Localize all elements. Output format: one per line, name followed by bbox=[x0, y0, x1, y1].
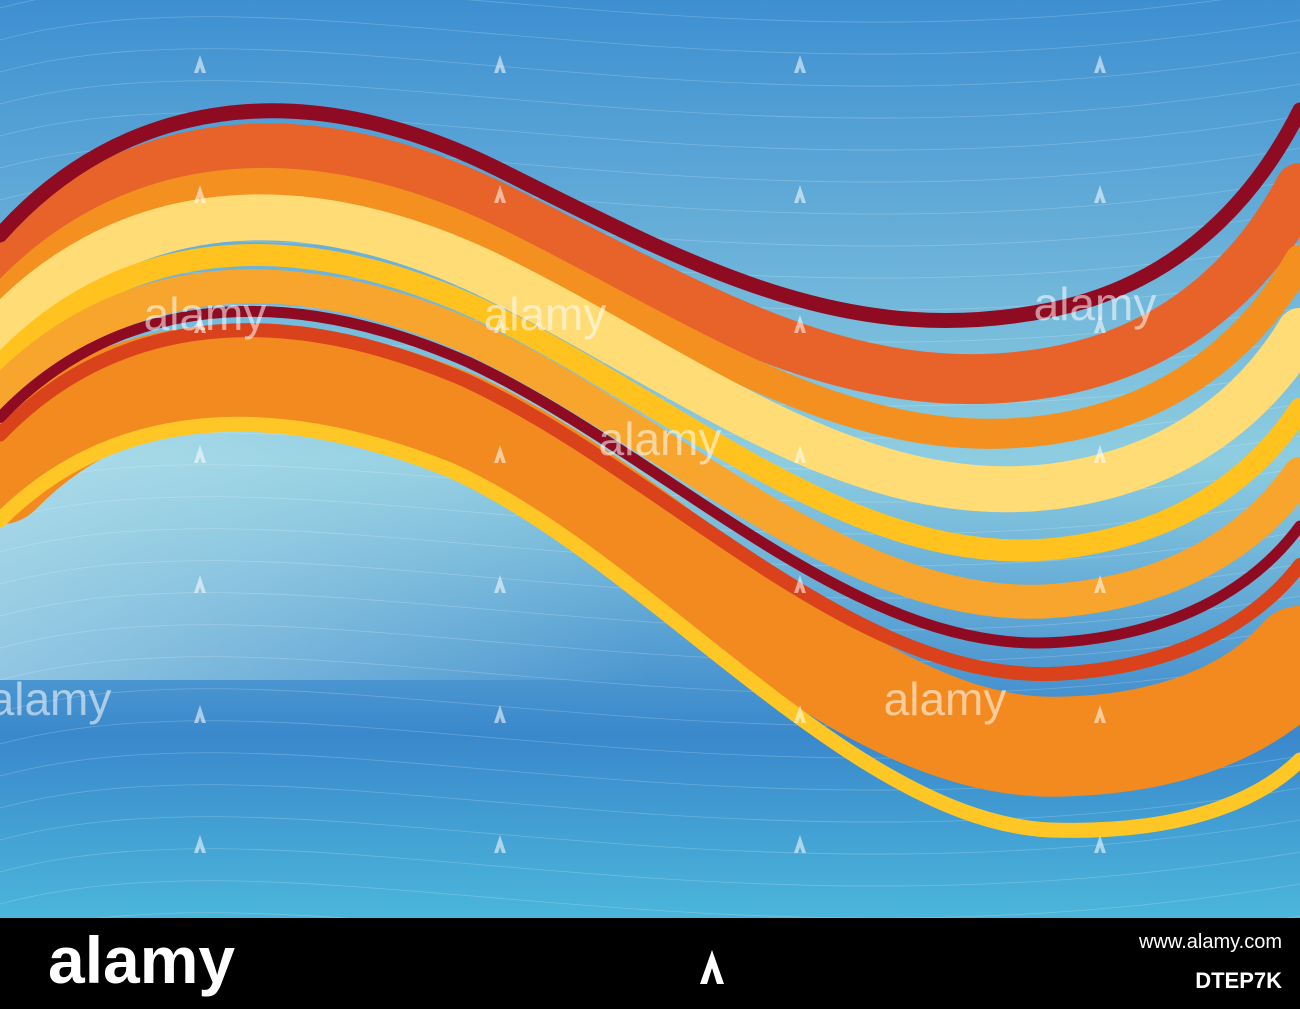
wave-band bbox=[0, 269, 1300, 619]
footer-logo bbox=[700, 950, 724, 984]
watermark-icon bbox=[194, 705, 206, 723]
wave-band bbox=[0, 194, 1300, 513]
bg-line bbox=[0, 848, 1300, 887]
watermark-icon bbox=[794, 835, 806, 853]
wave-bands bbox=[0, 102, 1300, 838]
bg-line bbox=[0, 784, 1300, 823]
bg-line bbox=[0, 592, 1300, 631]
footer-url: www.alamy.com bbox=[1138, 931, 1282, 953]
footer-id: DTEP7K bbox=[1195, 968, 1282, 993]
watermark-icon bbox=[494, 55, 506, 73]
wave-band bbox=[0, 102, 1300, 328]
bg-line bbox=[0, 624, 1300, 663]
footer-bar bbox=[0, 918, 1300, 1009]
wave-band bbox=[0, 168, 1300, 449]
watermark-icon bbox=[1094, 575, 1106, 593]
watermark-icon bbox=[494, 705, 506, 723]
bg-line bbox=[0, 816, 1300, 855]
bg-line bbox=[0, 0, 1223, 23]
watermark-icon bbox=[1094, 705, 1106, 723]
watermark: alamy bbox=[0, 673, 111, 725]
bg-line bbox=[0, 528, 1300, 567]
watermark-icon bbox=[494, 185, 506, 203]
watermark-icon bbox=[1094, 445, 1106, 463]
watermark-icon bbox=[1094, 835, 1106, 853]
logo-shape bbox=[700, 950, 724, 984]
watermark-icon bbox=[1094, 315, 1106, 333]
wave-band bbox=[0, 416, 1300, 838]
wave-band bbox=[0, 306, 1300, 649]
watermark-icon bbox=[794, 575, 806, 593]
bg-line bbox=[0, 656, 1300, 695]
watermark-icon bbox=[194, 835, 206, 853]
footer-brand: alamy bbox=[48, 923, 235, 997]
watermark-icon bbox=[1094, 185, 1106, 203]
watermark-icon bbox=[794, 185, 806, 203]
watermark-icon bbox=[194, 315, 206, 333]
bg-line bbox=[0, 112, 1300, 151]
watermark-icon bbox=[194, 445, 206, 463]
bg-line bbox=[0, 16, 1300, 55]
watermark-icon bbox=[194, 185, 206, 203]
wave-band bbox=[0, 323, 1300, 682]
bg-line bbox=[0, 48, 1300, 87]
watermark: alamy bbox=[1034, 278, 1157, 330]
bg-line bbox=[0, 80, 1300, 119]
bg-line bbox=[0, 880, 1300, 919]
watermark-icon bbox=[1094, 55, 1106, 73]
watermark-icon bbox=[494, 835, 506, 853]
watermark-icon bbox=[794, 55, 806, 73]
wave-band bbox=[0, 123, 1300, 405]
watermark-icon bbox=[494, 445, 506, 463]
watermark-icon bbox=[494, 575, 506, 593]
watermark-icon bbox=[794, 705, 806, 723]
watermark-icon bbox=[194, 575, 206, 593]
watermark: alamy bbox=[884, 673, 1007, 725]
wave-band bbox=[0, 244, 1300, 562]
watermark: alamy bbox=[599, 413, 722, 465]
watermark-icon bbox=[794, 445, 806, 463]
watermark-icon bbox=[794, 315, 806, 333]
watermark-icon bbox=[494, 315, 506, 333]
wave-band bbox=[0, 324, 1300, 797]
watermark-icon bbox=[194, 55, 206, 73]
